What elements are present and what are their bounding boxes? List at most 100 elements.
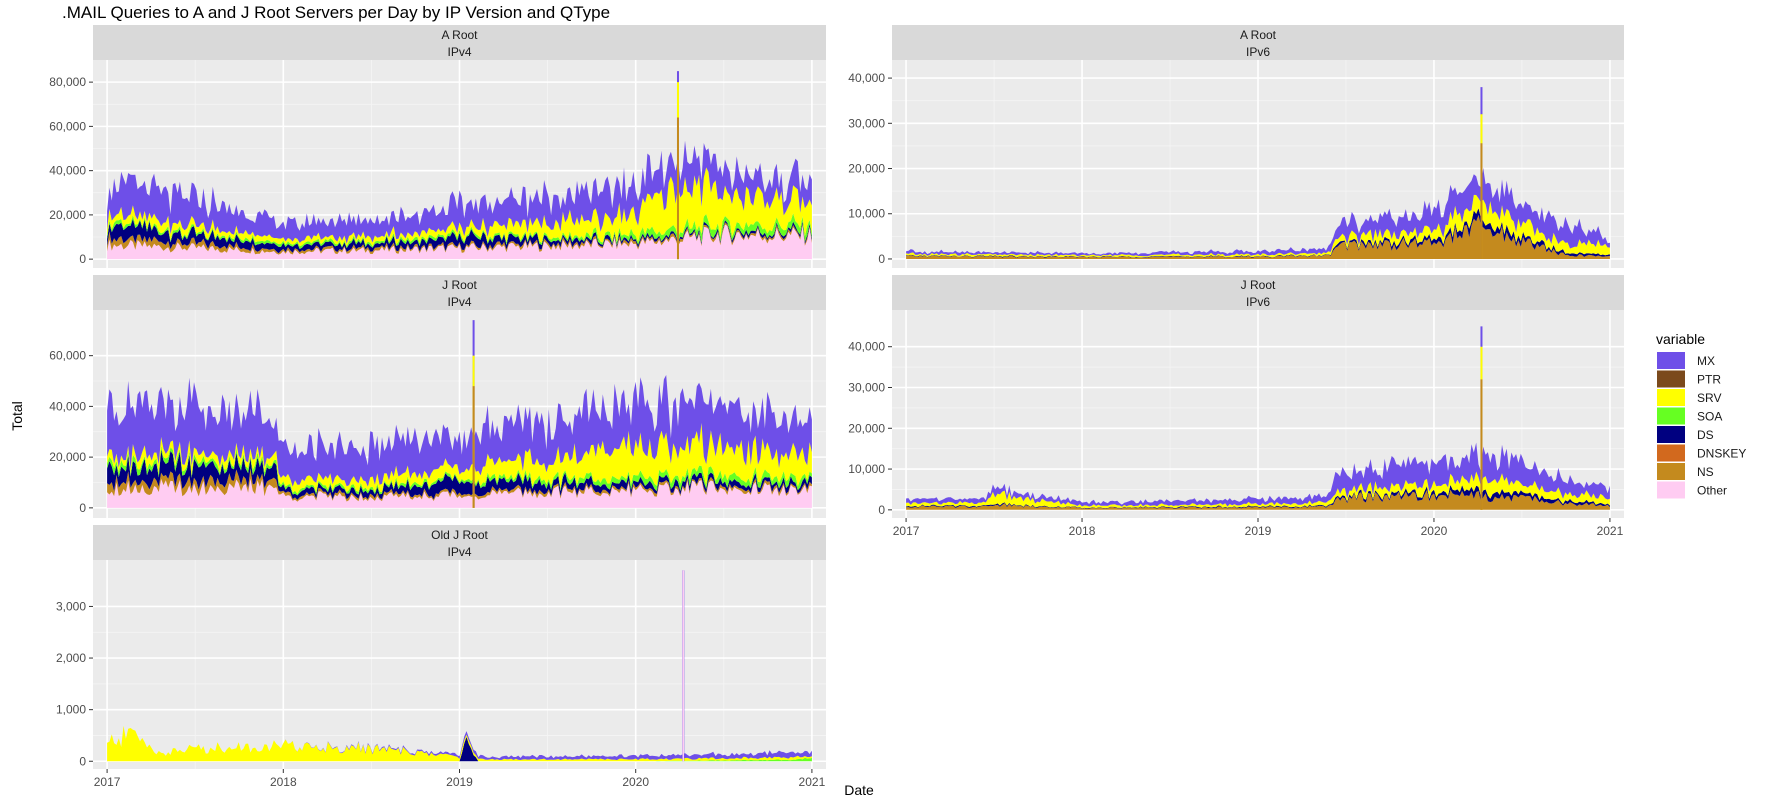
legend-item-other: Other xyxy=(1657,481,1727,499)
series-area-ds xyxy=(107,218,812,254)
series-area-mx xyxy=(906,442,1610,507)
legend-label: DNSKEY xyxy=(1697,447,1746,461)
facet-strip-server-label: J Root xyxy=(1241,278,1276,292)
x-tick-label: 2021 xyxy=(799,775,826,789)
legend-item-mx: MX xyxy=(1657,352,1715,369)
legend-item-ds: DS xyxy=(1657,426,1714,443)
panel-a-root-ipv4: A Root IPv4 0 20,000 40,000 60,000 80,000 xyxy=(49,25,826,268)
legend-label: SOA xyxy=(1697,410,1722,424)
legend-item-ptr: PTR xyxy=(1657,370,1721,388)
facet-strip-server-label: Old J Root xyxy=(431,528,488,542)
y-tick-label: 0 xyxy=(878,252,885,266)
x-tick-label: 2020 xyxy=(622,775,649,789)
legend-label: NS xyxy=(1697,465,1714,479)
series-area-ds xyxy=(906,208,1610,258)
y-tick-label: 20,000 xyxy=(49,450,86,464)
y-tick-label: 40,000 xyxy=(49,399,86,413)
y-axis-label: Total xyxy=(9,401,25,431)
x-tick-label: 2017 xyxy=(893,524,920,538)
y-tick-label: 20,000 xyxy=(848,162,885,176)
legend-items: MX PTR SRV SOA DS DNSKEY NS Other xyxy=(1657,352,1746,499)
legend-swatch xyxy=(1657,463,1685,480)
series-layers xyxy=(906,326,1610,510)
panel-j-root-ipv6: J Root IPv6 0 10,000 20,000 30,000 40,000 2017 2… xyxy=(848,275,1624,538)
x-tick-label: 2019 xyxy=(1245,524,1272,538)
facet-strip xyxy=(93,525,826,560)
legend-title: variable xyxy=(1656,331,1705,347)
legend-item-soa: SOA xyxy=(1657,407,1722,425)
facet-strip xyxy=(892,275,1624,310)
legend-item-dnskey: DNSKEY xyxy=(1657,444,1746,462)
y-tick-label: 30,000 xyxy=(848,116,885,130)
facet-strip xyxy=(892,25,1624,60)
series-layers xyxy=(906,87,1610,259)
facet-strip-server-label: J Root xyxy=(442,278,477,292)
facet-strip-ip-label: IPv4 xyxy=(447,45,471,59)
x-tick-label: 2019 xyxy=(446,775,473,789)
chart-title: .MAIL Queries to A and J Root Servers pe… xyxy=(62,3,610,22)
facet-strip xyxy=(93,275,826,310)
series-area-ds xyxy=(107,449,812,500)
series-area-soa xyxy=(107,213,812,249)
series-area-ns xyxy=(906,215,1610,259)
x-tick-label: 2018 xyxy=(1069,524,1096,538)
y-tick-label: 2,000 xyxy=(56,651,86,665)
y-tick-label: 80,000 xyxy=(49,75,86,89)
y-tick-label: 20,000 xyxy=(49,208,86,222)
y-tick-label: 60,000 xyxy=(49,119,86,133)
legend-swatch xyxy=(1657,370,1685,388)
legend-label: DS xyxy=(1697,428,1714,442)
series-area-mx xyxy=(107,140,812,244)
y-tick-label: 40,000 xyxy=(49,164,86,178)
facet-strip-server-label: A Root xyxy=(441,28,478,42)
y-tick-label: 40,000 xyxy=(848,340,885,354)
y-tick-label: 20,000 xyxy=(848,421,885,435)
legend-label: MX xyxy=(1697,354,1715,368)
y-tick-label: 3,000 xyxy=(56,599,86,613)
x-tick-label: 2020 xyxy=(1421,524,1448,538)
facet-strip-ip-label: IPv4 xyxy=(447,545,471,559)
series-layers xyxy=(107,570,812,762)
series-area-srv xyxy=(906,471,1610,509)
panel-j-root-ipv4: J Root IPv4 0 20,000 40,000 60,000 xyxy=(49,275,826,518)
series-area-ds xyxy=(906,484,1610,509)
y-tick-label: 0 xyxy=(878,503,885,517)
series-area-srv xyxy=(107,725,812,762)
series-layers xyxy=(107,320,812,508)
y-tick-label: 30,000 xyxy=(848,380,885,394)
x-axis-label: Date xyxy=(844,782,874,798)
legend-label: Other xyxy=(1697,484,1727,498)
y-tick-label: 40,000 xyxy=(848,71,885,85)
series-area-ns xyxy=(906,489,1610,510)
legend-swatch xyxy=(1657,389,1685,406)
y-tick-label: 10,000 xyxy=(848,462,885,476)
legend-swatch xyxy=(1657,426,1685,443)
series-layers xyxy=(107,71,812,260)
legend-swatch xyxy=(1657,444,1685,462)
legend-swatch xyxy=(1657,407,1685,425)
series-area-srv xyxy=(107,167,812,247)
facet-strip-server-label: A Root xyxy=(1240,28,1277,42)
series-area-soa xyxy=(107,445,812,496)
y-tick-label: 0 xyxy=(79,501,86,515)
legend-label: SRV xyxy=(1697,391,1721,405)
series-area-srv xyxy=(906,194,1610,258)
x-tick-label: 2018 xyxy=(270,775,297,789)
legend: variable MX PTR SRV SOA DS DNSKEY NS Other xyxy=(1656,331,1746,499)
series-area-ns xyxy=(107,468,812,502)
y-tick-label: 0 xyxy=(79,754,86,768)
y-tick-label: 0 xyxy=(79,252,86,266)
y-tick-label: 60,000 xyxy=(49,349,86,363)
series-area-srv xyxy=(107,422,812,494)
series-area-mx xyxy=(107,725,812,761)
legend-swatch xyxy=(1657,352,1685,369)
facet-strip-ip-label: IPv6 xyxy=(1246,295,1270,309)
series-area-mx xyxy=(107,375,812,487)
legend-swatch xyxy=(1657,481,1685,499)
panel-a-root-ipv6: A Root IPv6 0 10,000 20,000 30,000 40,000 xyxy=(848,25,1624,268)
facet-strip-ip-label: IPv4 xyxy=(447,295,471,309)
legend-label: PTR xyxy=(1697,373,1721,387)
